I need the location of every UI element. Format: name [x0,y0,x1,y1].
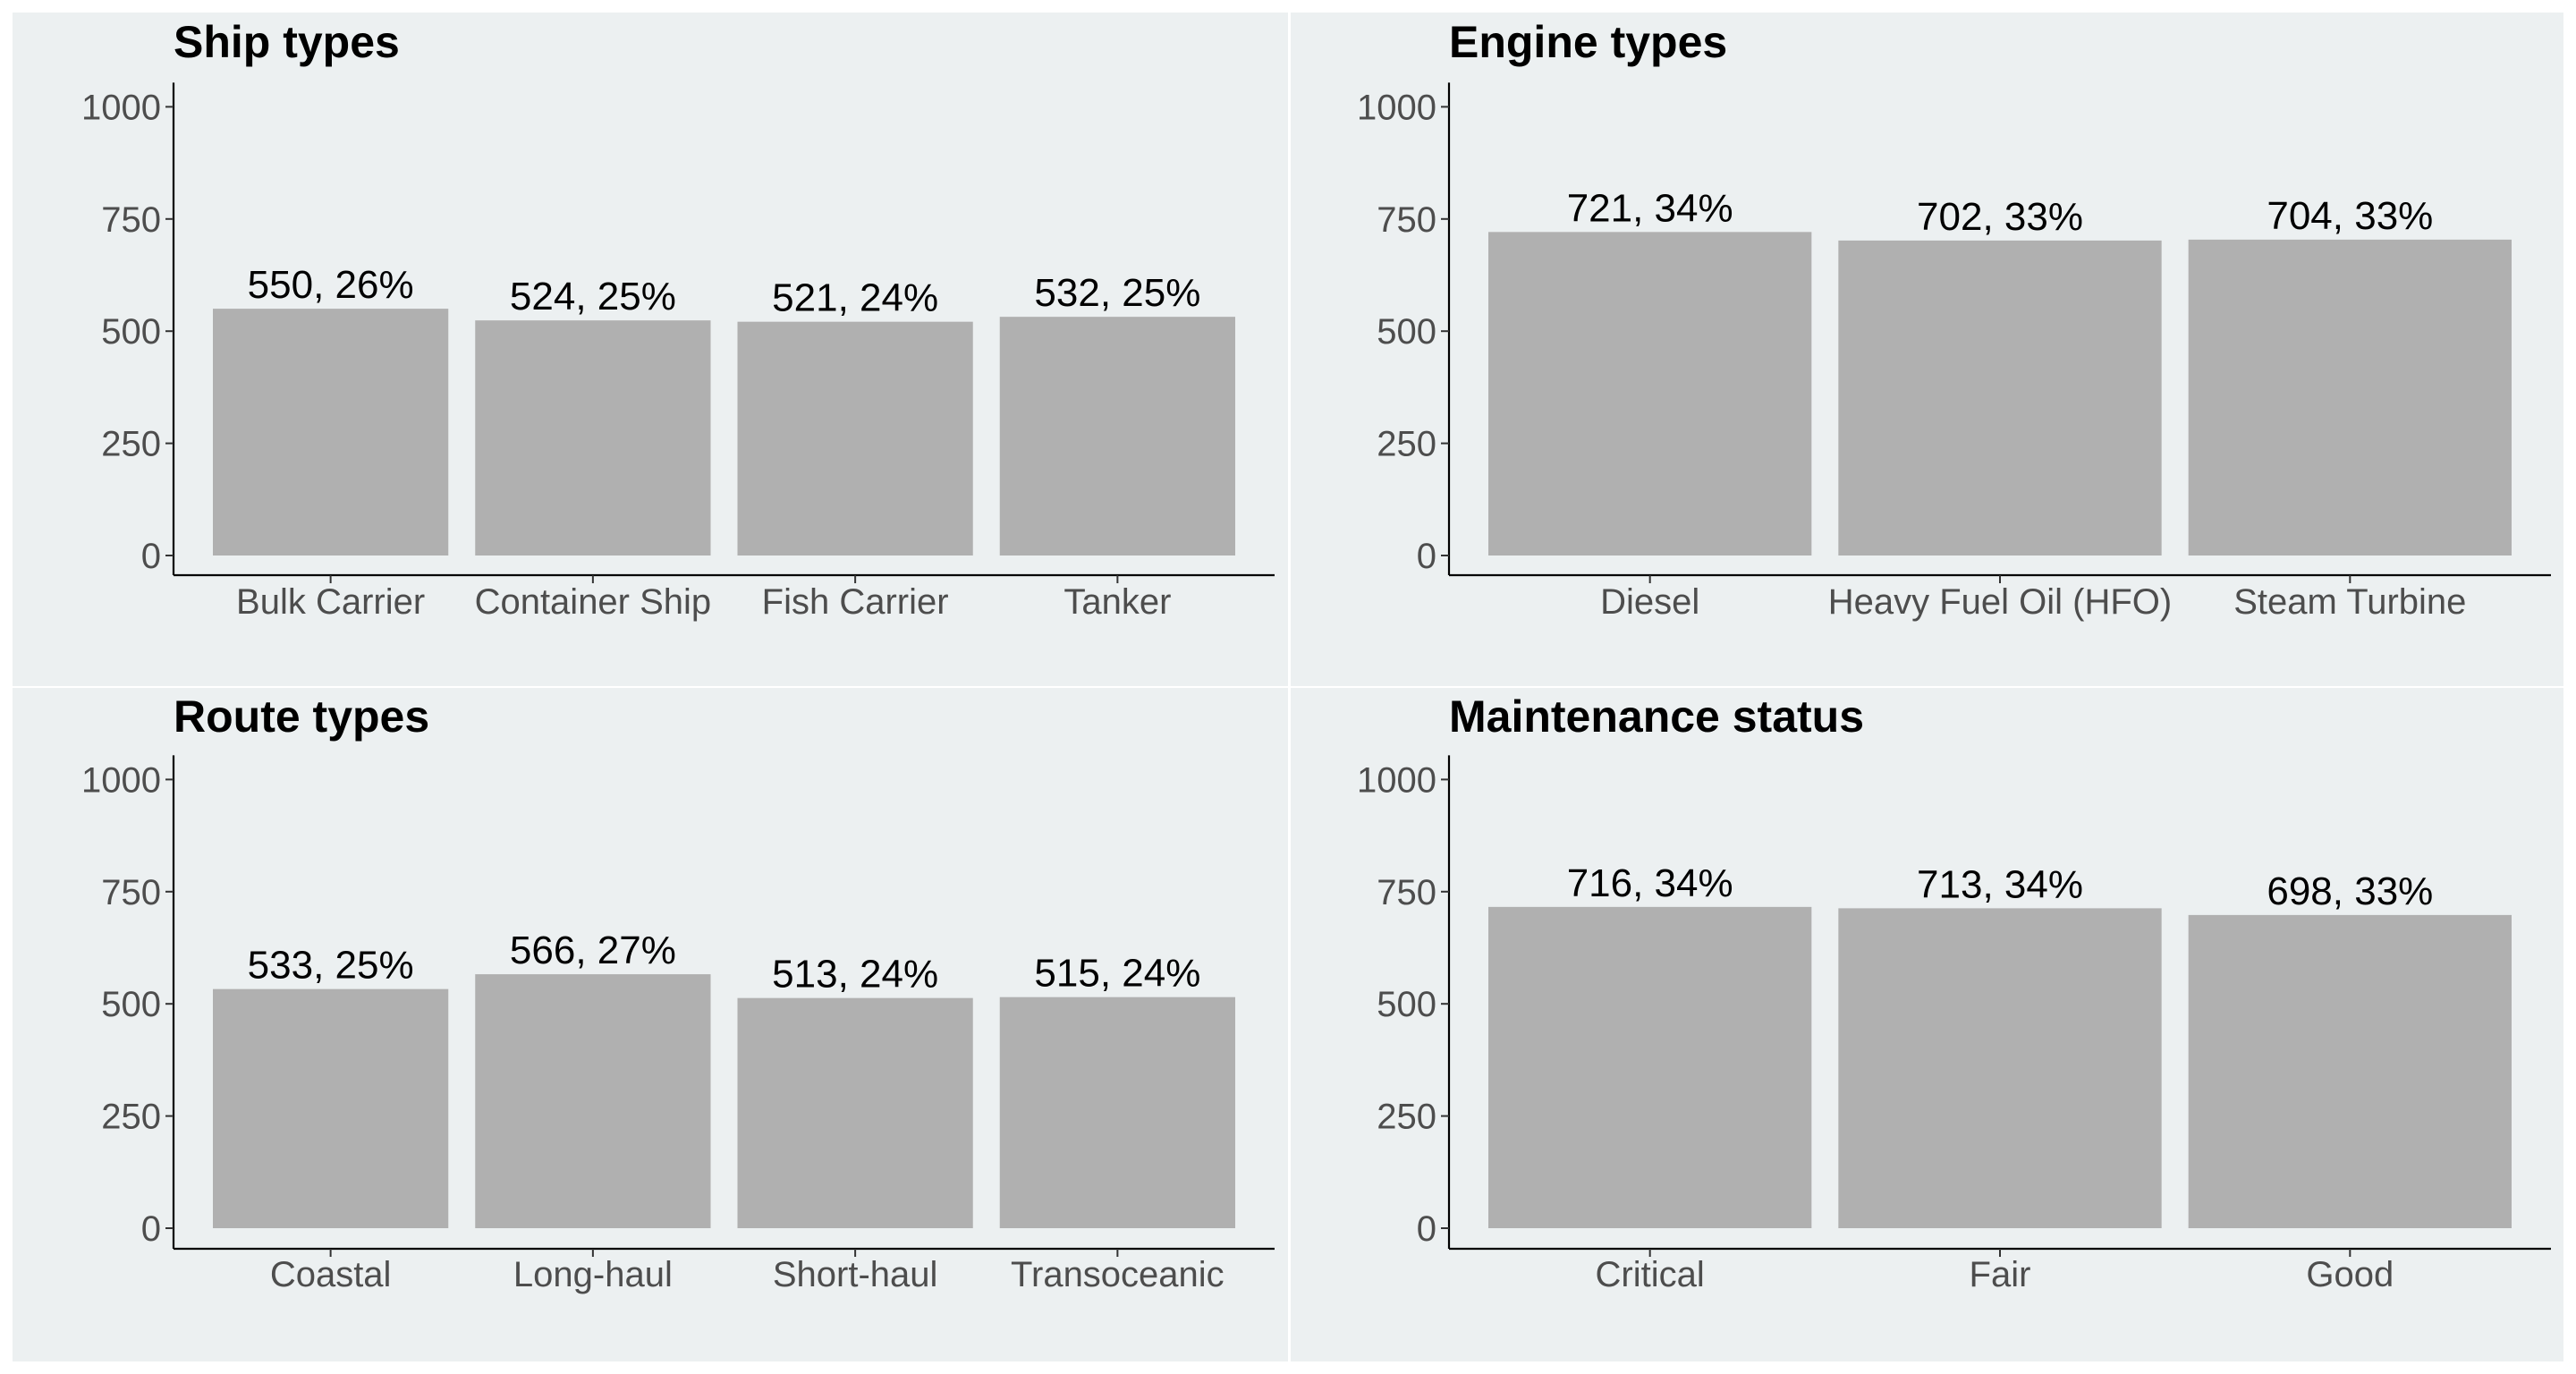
maintenance-status-y-tick-label: 250 [1377,1098,1436,1137]
ship-types-title: Ship types [174,17,400,67]
maintenance-status-title: Maintenance status [1449,691,1864,742]
ship-types-data-label: 521, 24% [772,276,938,320]
engine-types-y-tick-label: 750 [1377,200,1436,240]
ship-types-y-tick-label: 750 [101,200,161,240]
engine-types-bar [1838,240,2162,556]
engine-types-x-tick-label: Diesel [1600,582,1699,622]
route-types-x-tick-label: Transoceanic [1011,1255,1224,1294]
ship-types-panel: Ship types 0 250 500 750 1000 550, 26% Bulk Car… [13,13,1288,686]
route-types-data-label: 533, 25% [248,944,414,988]
ship-types-data-label: 524, 25% [510,275,676,318]
engine-types-data-label: 704, 33% [2267,194,2433,238]
route-types-x-tick-label: Coastal [270,1255,392,1294]
maintenance-status-data-label: 716, 34% [1567,861,1733,905]
engine-types-bar [1488,232,1812,556]
ship-types-y-tick-label: 0 [141,537,161,576]
maintenance-status-y-tick-label: 750 [1377,873,1436,912]
maintenance-status-bar [2188,914,2512,1228]
maintenance-status-data-label: 713, 34% [1917,862,2083,906]
maintenance-status-y-tick-label: 500 [1377,985,1436,1024]
engine-types-y-tick-label: 250 [1377,425,1436,464]
engine-types-y-tick-label: 1000 [1357,88,1436,127]
engine-types-bar [2188,239,2512,556]
route-types-y-tick-label: 250 [101,1098,161,1137]
ship-types-data-label: 550, 26% [248,263,414,307]
route-types-y-tick-label: 500 [101,985,161,1024]
ship-types-y-tick-label: 500 [101,312,161,352]
route-types-data-label: 566, 27% [510,929,676,972]
route-types-bar [737,997,973,1228]
ship-types-y-tick-label: 1000 [81,88,161,127]
maintenance-status-bar [1838,908,2162,1228]
route-types-x-tick-label: Long-haul [513,1255,673,1294]
route-types-y-tick-label: 1000 [81,760,161,800]
route-types-y-tick-label: 750 [101,873,161,912]
maintenance-status-x-tick-label: Critical [1596,1255,1705,1294]
ship-types-bar [737,321,973,556]
engine-types-y-tick-label: 500 [1377,312,1436,352]
ship-types-bar [213,309,449,556]
ship-types-x-tick-label: Bulk Carrier [236,582,425,622]
maintenance-status-y-tick-label: 0 [1417,1209,1436,1249]
route-types-bar [475,974,711,1228]
route-types-panel: Route types 0 250 500 750 1000 533, 25% Coastal… [13,688,1288,1361]
maintenance-status-x-tick-label: Fair [1970,1255,2031,1294]
engine-types-data-label: 702, 33% [1917,195,2083,239]
route-types-data-label: 513, 24% [772,953,938,997]
maintenance-status-data-label: 698, 33% [2267,869,2433,913]
engine-types-data-label: 721, 34% [1567,186,1733,230]
route-types-x-tick-label: Short-haul [773,1255,938,1294]
route-types-data-label: 515, 24% [1034,952,1200,996]
route-types-y-tick-label: 0 [141,1209,161,1249]
ship-types-bar [999,317,1235,556]
maintenance-status-panel: Maintenance status 0 250 500 750 1000 716, 34%… [1291,688,2563,1361]
ship-types-x-tick-label: Tanker [1063,582,1171,622]
route-types-bar [213,988,449,1228]
maintenance-status-x-tick-label: Good [2306,1255,2394,1294]
ship-types-bar [475,320,711,556]
engine-types-x-tick-label: Steam Turbine [2233,582,2466,622]
engine-types-title: Engine types [1449,17,1727,67]
route-types-title: Route types [174,691,429,742]
ship-types-x-tick-label: Container Ship [475,582,712,622]
ship-types-x-tick-label: Fish Carrier [762,582,949,622]
maintenance-status-bar [1488,906,1812,1228]
route-types-bar [999,997,1235,1228]
engine-types-panel: Engine types 0 250 500 750 1000 721, 34% Diesel… [1291,13,2563,686]
engine-types-x-tick-label: Heavy Fuel Oil (HFO) [1828,582,2173,622]
engine-types-y-tick-label: 0 [1417,537,1436,576]
ship-types-data-label: 532, 25% [1034,271,1200,315]
ship-types-y-tick-label: 250 [101,425,161,464]
maintenance-status-y-tick-label: 1000 [1357,760,1436,800]
